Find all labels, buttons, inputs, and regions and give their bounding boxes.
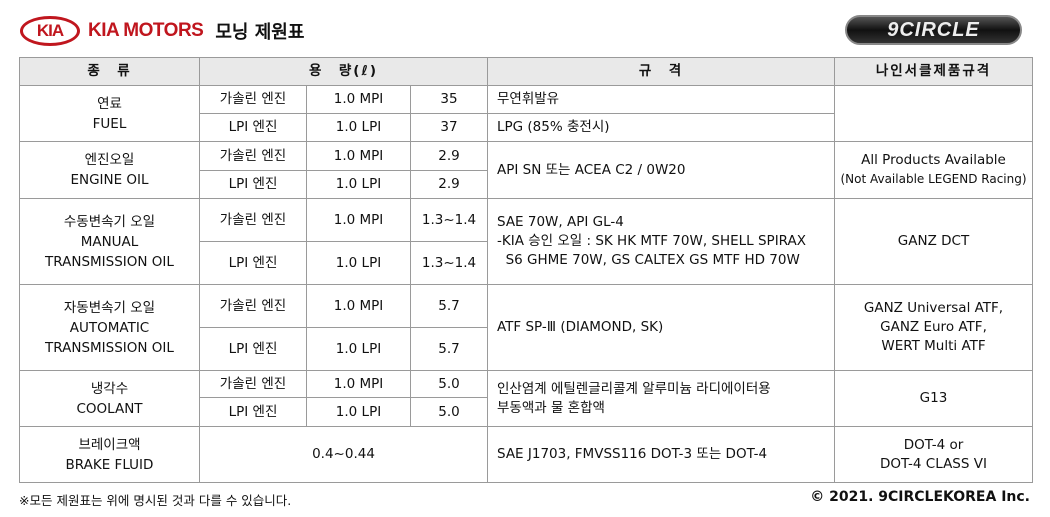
table-row: 브레이크액 BRAKE FLUID 0.4~0.44 SAE J1703, FMV… <box>19 426 1033 483</box>
table-row: 수동변속기 오일 MANUAL TRANSMISSION OIL 가솔린 엔진 1… <box>19 198 1033 285</box>
product-cell: DOT-4 or DOT-4 CLASS VI <box>834 426 1033 483</box>
capacity-cell: 2.9 <box>410 170 488 199</box>
table-row: LPI 엔진 1.0 LPI 5.7 <box>20 327 1033 371</box>
spec-table: 종 류 용 량(ℓ) 규 격 나인서클제품규격 연료 FUEL 가솔린 엔진 1.… <box>19 57 1033 483</box>
engine-cell: 가솔린 엔진 <box>199 198 307 242</box>
capacity-cell: 0.4~0.44 <box>199 426 488 483</box>
table-row: LPI 엔진 1.0 LPI 1.3~1.4 <box>20 241 1033 285</box>
page-title: 모닝 제원표 <box>215 22 305 43</box>
capacity-cell: 2.9 <box>410 141 488 171</box>
product-cell: All Products Available (Not Available LEG… <box>834 141 1033 199</box>
category-manual-transmission: 수동변속기 오일 MANUAL TRANSMISSION OIL <box>19 198 200 285</box>
type-cell: 1.0 MPI <box>306 85 411 114</box>
category-engine-oil: 엔진오일 ENGINE OIL <box>19 141 200 199</box>
category-automatic-transmission: 자동변속기 오일 AUTOMATIC TRANSMISSION OIL <box>19 284 200 371</box>
col-product: 나인서클제품규격 <box>834 57 1033 86</box>
table-row: 자동변속기 오일 AUTOMATIC TRANSMISSION OIL 가솔린 엔… <box>19 284 1033 371</box>
type-cell: 1.0 LPI <box>306 327 411 371</box>
category-coolant: 냉각수 COOLANT <box>19 370 200 427</box>
engine-cell: LPI 엔진 <box>199 113 307 142</box>
spec-cell: API SN 또는 ACEA C2 / 0W20 <box>487 141 835 199</box>
engine-cell: 가솔린 엔진 <box>199 85 307 114</box>
table-row: LPI 엔진 1.0 LPI 2.9 <box>20 170 1033 199</box>
table-row: 연료 FUEL 가솔린 엔진 1.0 MPI 35 무연휘발유 <box>19 85 1033 142</box>
type-cell: 1.0 LPI <box>306 170 411 199</box>
category-brake-fluid: 브레이크액 BRAKE FLUID <box>19 426 200 483</box>
table-row: LPI 엔진 1.0 LPI 5.0 <box>20 397 1033 427</box>
product-cell <box>834 85 1033 142</box>
col-capacity: 용 량(ℓ) <box>199 57 488 86</box>
copyright: © 2021. 9CIRCLEKOREA Inc. <box>810 489 1030 505</box>
type-cell: 1.0 MPI <box>306 284 411 328</box>
type-cell: 1.0 LPI <box>306 113 411 142</box>
table-row: 냉각수 COOLANT 가솔린 엔진 1.0 MPI 5.0 인산염계 에틸렌글리… <box>19 370 1033 427</box>
type-cell: 1.0 MPI <box>306 141 411 171</box>
capacity-cell: 5.0 <box>410 397 488 427</box>
spec-cell: SAE 70W, API GL-4 -KIA 승인 오일 : SK HK MTF … <box>487 198 835 285</box>
capacity-cell: 1.3~1.4 <box>410 198 488 242</box>
table-row: LPI 엔진 1.0 LPI 37 LPG (85% 충전시) <box>20 113 1033 142</box>
col-spec: 규 격 <box>487 57 835 86</box>
capacity-cell: 5.0 <box>410 370 488 398</box>
spec-cell: 인산염계 에틸렌글리콜계 알루미늄 라디에이터용 부동액과 물 혼합액 <box>487 370 835 427</box>
spec-cell: LPG (85% 충전시) <box>487 113 835 142</box>
category-fuel: 연료 FUEL <box>19 85 200 142</box>
product-cell: GANZ Universal ATF, GANZ Euro ATF, WERT Mu… <box>834 284 1033 371</box>
engine-cell: 가솔린 엔진 <box>199 141 307 171</box>
kia-logo: KIA <box>20 16 80 46</box>
capacity-cell: 5.7 <box>410 327 488 371</box>
type-cell: 1.0 LPI <box>306 397 411 427</box>
disclaimer: ※모든 제원표는 위에 명시된 것과 다를 수 있습니다. <box>19 493 292 508</box>
engine-cell: 가솔린 엔진 <box>199 284 307 328</box>
spec-cell: SAE J1703, FMVSS116 DOT-3 또는 DOT-4 <box>487 426 835 483</box>
engine-cell: LPI 엔진 <box>199 170 307 199</box>
col-type: 종 류 <box>19 57 200 86</box>
capacity-cell: 37 <box>410 113 488 142</box>
brand-name: KIA MOTORS <box>88 20 204 41</box>
type-cell: 1.0 MPI <box>306 198 411 242</box>
engine-cell: LPI 엔진 <box>199 241 307 285</box>
engine-cell: LPI 엔진 <box>199 327 307 371</box>
engine-cell: 가솔린 엔진 <box>199 370 307 398</box>
type-cell: 1.0 MPI <box>306 370 411 398</box>
table-header-row: 종 류 용 량(ℓ) 규 격 나인서클제품규격 <box>19 57 1033 86</box>
spec-cell: ATF SP-Ⅲ (DIAMOND, SK) <box>487 284 835 371</box>
table-row: 엔진오일 ENGINE OIL 가솔린 엔진 1.0 MPI 2.9 API SN… <box>19 141 1033 199</box>
capacity-cell: 5.7 <box>410 284 488 328</box>
capacity-cell: 35 <box>410 85 488 114</box>
capacity-cell: 1.3~1.4 <box>410 241 488 285</box>
product-cell: GANZ DCT <box>834 198 1033 285</box>
spec-cell: 무연휘발유 <box>487 85 835 114</box>
engine-cell: LPI 엔진 <box>199 397 307 427</box>
product-cell: G13 <box>834 370 1033 427</box>
type-cell: 1.0 LPI <box>306 241 411 285</box>
9circle-logo: 9CIRCLE <box>845 15 1022 45</box>
page-header: KIA KIA MOTORS 모닝 제원표 <box>20 14 304 48</box>
